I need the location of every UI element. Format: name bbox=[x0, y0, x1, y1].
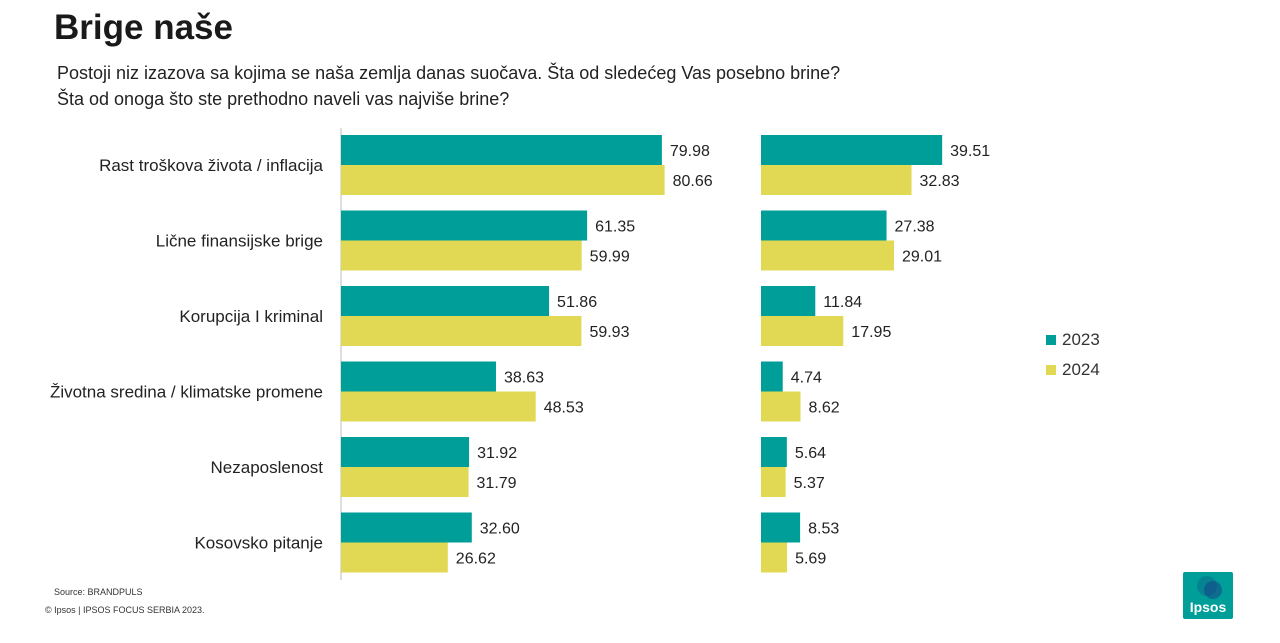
bar-2024 bbox=[341, 391, 536, 422]
data-label: 59.99 bbox=[590, 249, 630, 266]
legend-label-2023: 2023 bbox=[1062, 330, 1100, 349]
bar-2024 bbox=[761, 240, 895, 271]
bar-2023 bbox=[341, 286, 550, 316]
ipsos-logo: Ipsos bbox=[1183, 572, 1233, 619]
category-label: Rast troškova života / inflacija bbox=[99, 156, 323, 175]
bar-2023 bbox=[341, 210, 588, 241]
data-label: 59.93 bbox=[589, 324, 629, 341]
data-label: 8.53 bbox=[808, 521, 839, 538]
data-label: 39.51 bbox=[950, 143, 990, 160]
data-label: 79.98 bbox=[670, 143, 710, 160]
data-label: 51.86 bbox=[557, 294, 597, 311]
bar-2024 bbox=[761, 391, 801, 422]
bar-2024 bbox=[761, 467, 786, 497]
bar-2023 bbox=[341, 135, 662, 165]
chart-subtitle-line-2: Šta od onoga što ste prethodno naveli va… bbox=[57, 89, 510, 109]
chart-title: Brige naše bbox=[54, 8, 233, 47]
category-label: Životna sredina / klimatske promene bbox=[50, 383, 323, 402]
category-label: Korupcija I kriminal bbox=[179, 307, 323, 326]
legend-swatch-2023 bbox=[1046, 335, 1056, 345]
bar-2023 bbox=[761, 286, 816, 316]
bar-2024 bbox=[761, 316, 844, 346]
chart-subtitle-line-1: Postoji niz izazova sa kojima se naša ze… bbox=[57, 63, 841, 83]
data-label: 4.74 bbox=[791, 370, 822, 387]
category-label: Lične finansijske brige bbox=[156, 232, 323, 251]
data-label: 38.63 bbox=[504, 370, 544, 387]
bar-2024 bbox=[341, 542, 448, 573]
category-label: Kosovsko pitanje bbox=[194, 534, 323, 553]
bar-2024 bbox=[341, 467, 469, 497]
data-label: 31.92 bbox=[477, 445, 517, 462]
data-label: 5.69 bbox=[795, 551, 826, 568]
bar-2023 bbox=[761, 361, 783, 392]
bar-2023 bbox=[761, 512, 801, 543]
bar-2023 bbox=[341, 361, 496, 392]
copyright-note: © Ipsos | IPSOS FOCUS SERBIA 2023. bbox=[45, 605, 205, 615]
bar-2023 bbox=[761, 437, 787, 467]
data-label: 11.84 bbox=[823, 294, 862, 311]
bar-2024 bbox=[341, 165, 665, 195]
data-label: 27.38 bbox=[895, 219, 935, 236]
bar-2024 bbox=[341, 240, 582, 271]
bar-2024 bbox=[761, 542, 788, 573]
data-label: 8.62 bbox=[809, 400, 840, 417]
data-label: 17.95 bbox=[851, 324, 891, 341]
data-label: 48.53 bbox=[544, 400, 584, 417]
bar-2023 bbox=[761, 210, 887, 241]
category-label: Nezaposlenost bbox=[211, 458, 324, 477]
data-label: 31.79 bbox=[477, 475, 517, 492]
bar-2023 bbox=[761, 135, 943, 165]
data-label: 5.64 bbox=[795, 445, 826, 462]
data-label: 29.01 bbox=[902, 249, 942, 266]
data-label: 26.62 bbox=[456, 551, 496, 568]
bar-2023 bbox=[341, 437, 470, 467]
bar-2024 bbox=[341, 316, 582, 346]
logo-text: Ipsos bbox=[1190, 599, 1227, 615]
legend-swatch-2024 bbox=[1046, 365, 1056, 375]
data-label: 80.66 bbox=[673, 173, 713, 190]
bar-2023 bbox=[341, 512, 472, 543]
data-label: 5.37 bbox=[794, 475, 825, 492]
data-label: 61.35 bbox=[595, 219, 635, 236]
source-note: Source: BRANDPULS bbox=[54, 587, 143, 597]
data-label: 32.60 bbox=[480, 521, 520, 538]
data-label: 32.83 bbox=[920, 173, 960, 190]
legend-label-2024: 2024 bbox=[1062, 360, 1100, 379]
bar-2024 bbox=[761, 165, 912, 195]
